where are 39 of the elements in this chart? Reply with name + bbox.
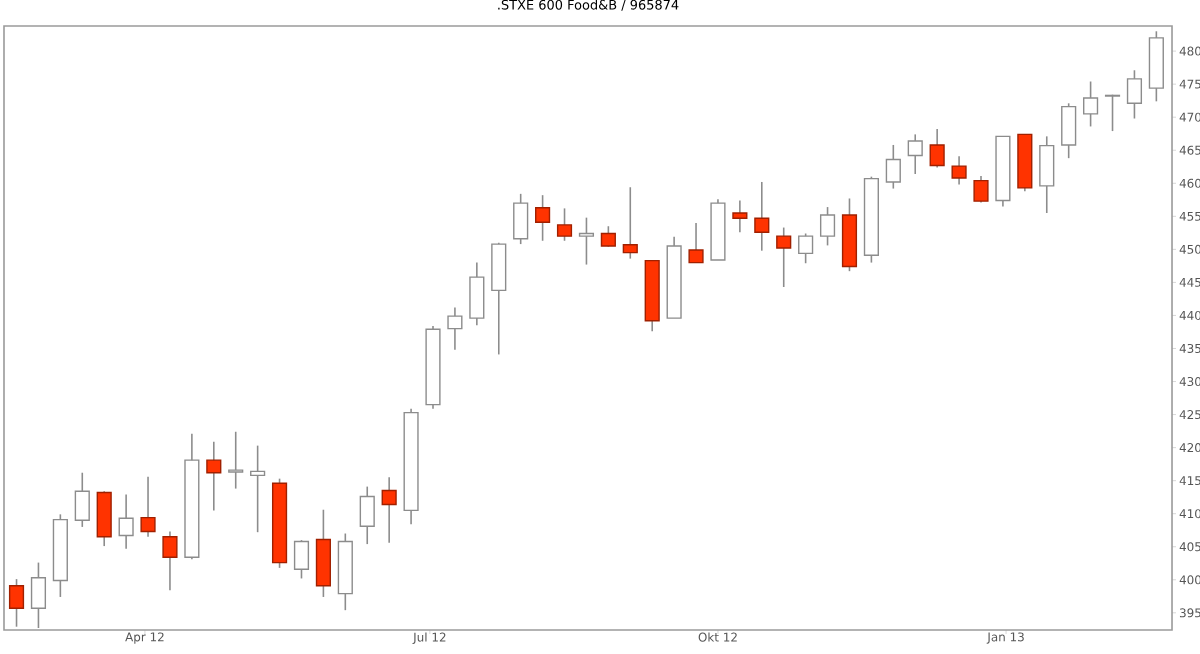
candlestick (688, 222, 704, 264)
candlestick (206, 440, 222, 512)
candlestick (1061, 102, 1077, 159)
candlestick (1126, 69, 1143, 120)
candlestick (885, 144, 901, 190)
candlestick (491, 241, 507, 356)
candlestick (140, 475, 156, 538)
candlestick (556, 207, 573, 242)
candlestick (8, 578, 25, 628)
candlestick (315, 508, 331, 598)
candlestick (535, 194, 551, 242)
candlestick (1039, 135, 1055, 214)
candlestick (513, 193, 529, 245)
candlestick (162, 530, 178, 592)
candlestick (907, 133, 923, 175)
candlestick (622, 186, 638, 260)
candlestick (578, 216, 595, 266)
candlestick (30, 561, 47, 629)
candlestick (951, 155, 967, 186)
candlestick (96, 490, 112, 547)
candlestick (447, 306, 463, 351)
candlestick (819, 206, 836, 247)
candlestick (293, 539, 310, 580)
candlestick (754, 181, 770, 252)
candlestick (74, 471, 90, 528)
candlestick (469, 261, 485, 327)
candlestick (973, 175, 989, 204)
candlestick (228, 430, 244, 490)
candlestick (929, 128, 945, 169)
candlestick (732, 199, 748, 233)
candlestick (1083, 80, 1099, 128)
candlestick (359, 485, 375, 545)
candlestick (118, 493, 134, 550)
candlestick (1104, 93, 1121, 132)
candlestick (250, 444, 266, 533)
candlestick (798, 232, 814, 265)
candlestick (776, 226, 792, 288)
candlestick (600, 225, 616, 248)
candlestick (381, 476, 397, 544)
